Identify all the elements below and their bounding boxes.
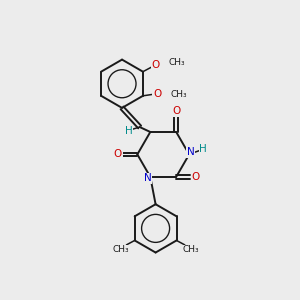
Text: O: O xyxy=(191,172,200,182)
Text: CH₃: CH₃ xyxy=(112,245,129,254)
Text: H: H xyxy=(124,126,132,136)
Text: N: N xyxy=(144,173,152,183)
Text: O: O xyxy=(153,89,161,99)
Text: O: O xyxy=(151,60,159,70)
Text: O: O xyxy=(114,149,122,159)
Text: CH₃: CH₃ xyxy=(170,90,187,99)
Text: CH₃: CH₃ xyxy=(169,58,185,67)
Text: O: O xyxy=(172,106,180,116)
Text: H: H xyxy=(200,144,207,154)
Text: CH₃: CH₃ xyxy=(182,245,199,254)
Text: N: N xyxy=(187,147,194,157)
